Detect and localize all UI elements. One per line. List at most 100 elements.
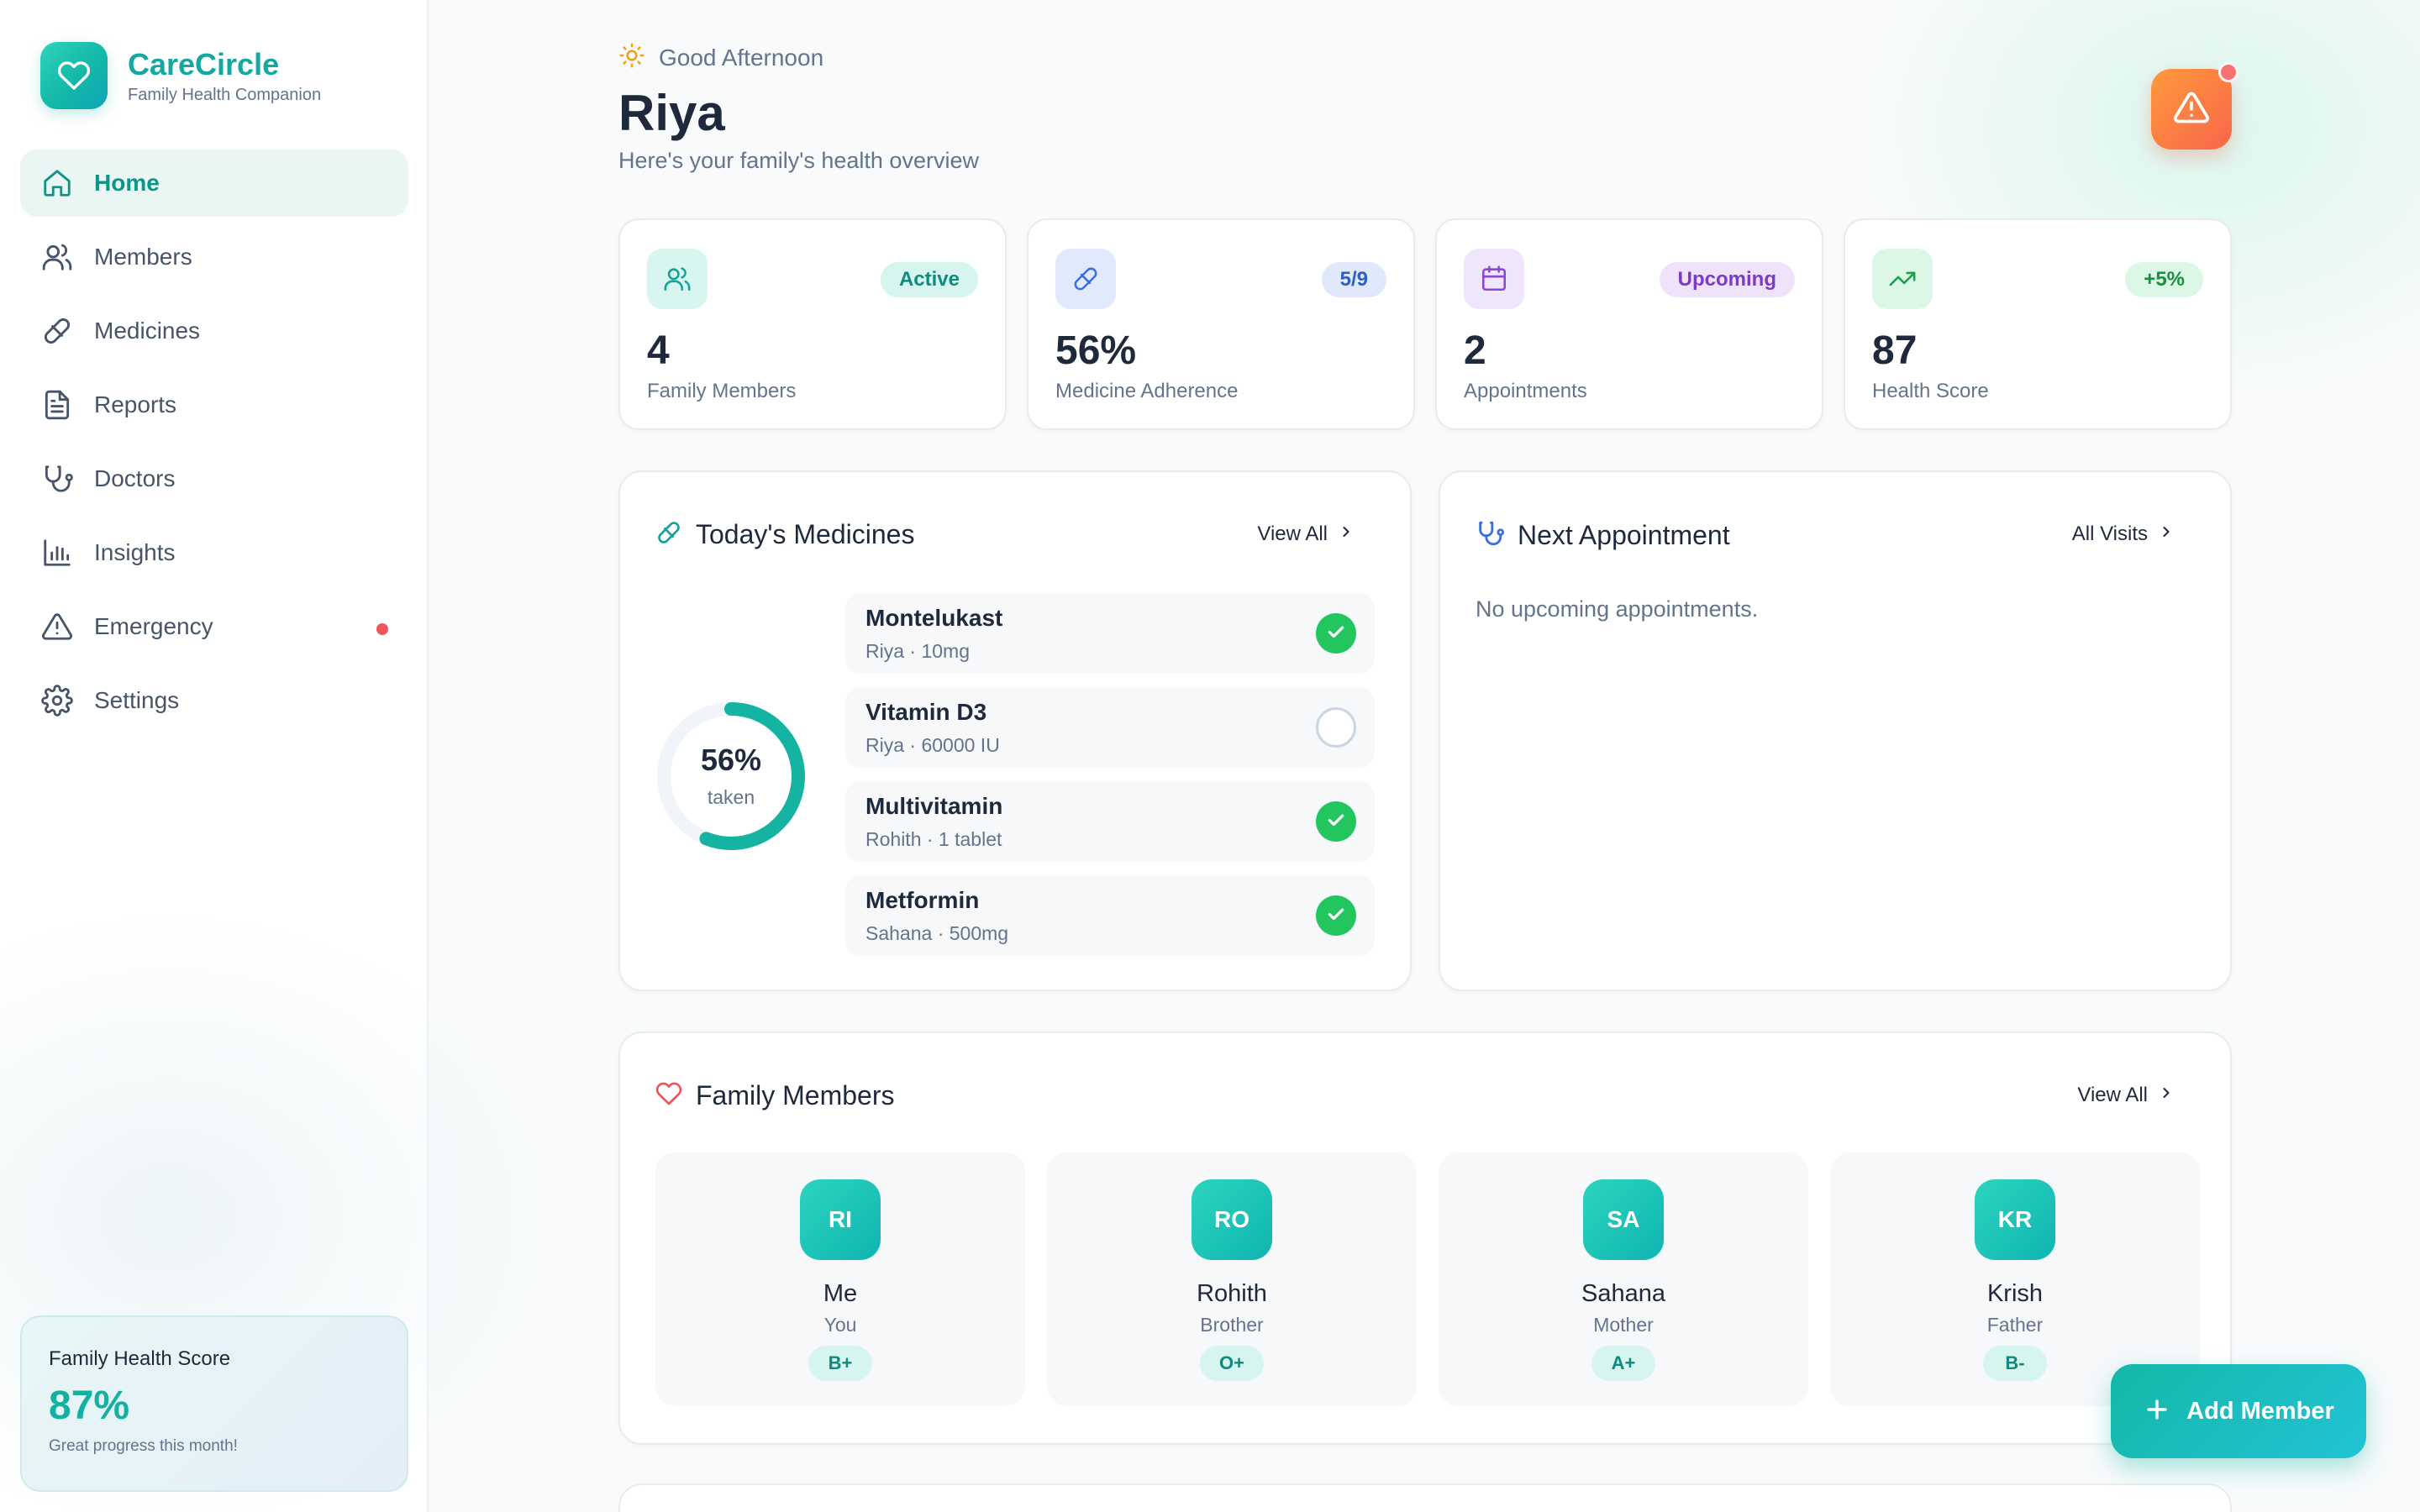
adherence-ring: 56% taken bbox=[654, 699, 808, 853]
next-section-panel bbox=[618, 1483, 2232, 1512]
member-card-me[interactable]: RI Me You B+ bbox=[655, 1152, 1025, 1406]
brand[interactable]: CareCircle Family Health Companion bbox=[40, 42, 321, 109]
medicine-row-montelukast[interactable]: Montelukast Riya · 10mg bbox=[845, 593, 1375, 674]
panel-title: Today's Medicines bbox=[696, 519, 915, 549]
member-card-rohith[interactable]: RO Rohith Brother O+ bbox=[1047, 1152, 1417, 1406]
link-label: View All bbox=[1257, 522, 1328, 545]
all-visits-link[interactable]: All Visits bbox=[2072, 522, 2175, 546]
sidebar-item-label: Medicines bbox=[94, 318, 201, 344]
blood-group-badge: A+ bbox=[1591, 1346, 1655, 1381]
page-subtitle: Here's your family's health overview bbox=[618, 148, 979, 173]
adherence-percent: 56% bbox=[700, 743, 762, 777]
panel-title: Family Members bbox=[696, 1080, 895, 1110]
stat-label: Health Score bbox=[1872, 380, 1989, 402]
sidebar-item-settings[interactable]: Settings bbox=[20, 667, 408, 734]
heart-icon bbox=[655, 1080, 682, 1111]
member-name: Krish bbox=[1986, 1280, 2044, 1307]
users-icon bbox=[647, 249, 708, 309]
panel-title: Next Appointment bbox=[1518, 520, 1730, 550]
avatar: RO bbox=[1192, 1179, 1272, 1260]
alert-triangle-icon bbox=[2173, 89, 2210, 130]
member-card-sahana[interactable]: SA Sahana Mother A+ bbox=[1439, 1152, 1808, 1406]
stat-value: 2 bbox=[1464, 328, 1486, 373]
alert-triangle-icon bbox=[40, 610, 74, 643]
sidebar-item-members[interactable]: Members bbox=[20, 223, 408, 291]
sidebar-item-label: Reports bbox=[94, 391, 177, 417]
check-icon bbox=[1325, 903, 1347, 929]
medicine-meta: Rohith · 1 tablet bbox=[865, 828, 1002, 850]
add-member-label: Add Member bbox=[2186, 1397, 2334, 1425]
plus-icon bbox=[2143, 1395, 2171, 1428]
score-note: Great progress this month! bbox=[49, 1437, 238, 1455]
blood-group-badge: O+ bbox=[1200, 1346, 1264, 1381]
link-label: All Visits bbox=[2071, 522, 2148, 545]
sidebar-item-doctors[interactable]: Doctors bbox=[20, 445, 408, 512]
medicine-name: Montelukast bbox=[865, 605, 1003, 631]
medicine-row-metformin[interactable]: Metformin Sahana · 500mg bbox=[845, 875, 1375, 956]
pill-icon bbox=[40, 314, 74, 348]
check-icon bbox=[1325, 809, 1347, 835]
sidebar-item-medicines[interactable]: Medicines bbox=[20, 297, 408, 365]
sidebar-item-home[interactable]: Home bbox=[20, 150, 408, 217]
add-member-button[interactable]: Add Member bbox=[2111, 1364, 2366, 1458]
score-title: Family Health Score bbox=[49, 1347, 231, 1370]
greeting-text: Good Afternoon bbox=[659, 44, 824, 71]
member-relation: Mother bbox=[1593, 1314, 1654, 1336]
medicine-meta: Sahana · 500mg bbox=[865, 922, 1009, 944]
emergency-alert-button[interactable] bbox=[2151, 69, 2232, 150]
users-icon bbox=[40, 240, 74, 274]
pill-icon bbox=[1055, 249, 1116, 309]
family-health-score-card[interactable]: Family Health Score 87% Great progress t… bbox=[20, 1315, 408, 1492]
taken-checkbox[interactable] bbox=[1316, 613, 1356, 654]
empty-state-text: No upcoming appointments. bbox=[1476, 596, 1759, 622]
document-icon bbox=[40, 388, 74, 422]
sidebar-item-reports[interactable]: Reports bbox=[20, 371, 408, 438]
medicine-row-vitamin-d3[interactable]: Vitamin D3 Riya · 60000 IU bbox=[845, 687, 1375, 768]
stethoscope-icon bbox=[1476, 519, 1504, 552]
todays-medicines-panel: Today's Medicines View All 56% taken Mon… bbox=[618, 470, 1412, 991]
member-card-krish[interactable]: KR Krish Father B- bbox=[1830, 1152, 2200, 1406]
user-name: Riya bbox=[618, 85, 725, 141]
view-all-medicines-link[interactable]: View All bbox=[1257, 522, 1355, 546]
stat-card-medicine-adherence[interactable]: 5/9 56% Medicine Adherence bbox=[1027, 218, 1415, 430]
status-badge: +5% bbox=[2125, 262, 2203, 297]
sidebar-item-label: Doctors bbox=[94, 465, 176, 491]
stat-label: Appointments bbox=[1464, 380, 1587, 402]
adherence-ring-progress bbox=[657, 702, 805, 850]
next-appointment-panel: Next Appointment All Visits No upcoming … bbox=[1439, 470, 2232, 991]
medicine-name: Vitamin D3 bbox=[865, 699, 987, 725]
gear-icon bbox=[40, 684, 74, 717]
medicine-row-multivitamin[interactable]: Multivitamin Rohith · 1 tablet bbox=[845, 781, 1375, 862]
avatar: SA bbox=[1583, 1179, 1664, 1260]
stat-card-health-score[interactable]: +5% 87 Health Score bbox=[1844, 218, 2232, 430]
brand-subtitle: Family Health Companion bbox=[128, 85, 322, 104]
stat-value: 87 bbox=[1872, 328, 1918, 373]
trending-up-icon bbox=[1872, 249, 1933, 309]
sidebar-item-label: Members bbox=[94, 244, 192, 270]
taken-checkbox[interactable] bbox=[1316, 707, 1356, 748]
emergency-indicator-dot bbox=[376, 623, 388, 635]
stat-card-appointments[interactable]: Upcoming 2 Appointments bbox=[1435, 218, 1823, 430]
sidebar-item-insights[interactable]: Insights bbox=[20, 519, 408, 586]
stat-value: 56% bbox=[1055, 328, 1137, 373]
member-name: Sahana bbox=[1581, 1280, 1665, 1307]
avatar: KR bbox=[1975, 1179, 2055, 1260]
member-name: Me bbox=[823, 1280, 858, 1307]
member-relation: You bbox=[823, 1314, 857, 1336]
member-name: Rohith bbox=[1197, 1280, 1267, 1307]
taken-checkbox[interactable] bbox=[1316, 895, 1356, 936]
adherence-sub: taken bbox=[707, 786, 755, 808]
status-badge: Upcoming bbox=[1659, 262, 1795, 297]
view-all-members-link[interactable]: View All bbox=[2077, 1084, 2175, 1107]
taken-checkbox[interactable] bbox=[1316, 801, 1356, 842]
stat-label: Family Members bbox=[647, 380, 797, 402]
stat-card-family-members[interactable]: Active 4 Family Members bbox=[618, 218, 1007, 430]
status-badge: 5/9 bbox=[1321, 262, 1386, 297]
avatar: RI bbox=[800, 1179, 881, 1260]
medicine-name: Multivitamin bbox=[865, 793, 1003, 819]
sidebar-item-emergency[interactable]: Emergency bbox=[20, 593, 408, 660]
medicine-meta: Riya · 60000 IU bbox=[865, 734, 1000, 756]
score-value: 87% bbox=[49, 1383, 130, 1428]
sidebar-item-label: Emergency bbox=[94, 613, 213, 639]
pill-icon bbox=[655, 519, 682, 550]
